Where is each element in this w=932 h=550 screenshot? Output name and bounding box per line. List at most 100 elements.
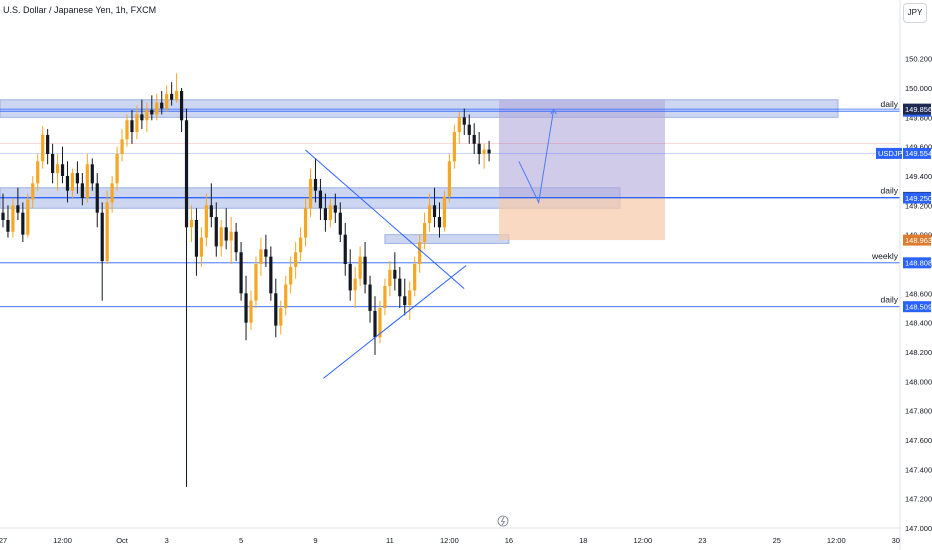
x-tick-label: 5 xyxy=(239,536,243,545)
candle-body xyxy=(373,310,377,338)
candle-body xyxy=(234,231,238,253)
candle-body xyxy=(165,93,169,109)
candle-body xyxy=(204,205,208,238)
candle-body xyxy=(179,90,184,121)
level-label: daily xyxy=(881,99,899,109)
candle-body xyxy=(274,293,278,326)
candle-body xyxy=(11,205,15,232)
candle-body xyxy=(259,249,263,264)
candle-body xyxy=(313,178,318,191)
position-tool[interactable] xyxy=(499,99,665,241)
candle-body xyxy=(442,196,447,228)
candle-body xyxy=(289,266,293,285)
candle-body xyxy=(358,256,362,279)
candle-body xyxy=(31,183,35,200)
level-label: daily xyxy=(881,185,899,195)
y-tick-label: 149.200 xyxy=(905,201,932,210)
candle-body xyxy=(125,120,129,140)
candle-body xyxy=(214,217,218,247)
level-badge: 148.808 xyxy=(905,259,932,268)
symbol-badge: USDJPY xyxy=(878,149,908,158)
candle-body xyxy=(115,154,119,184)
current-price-badge: 149.554 xyxy=(905,149,932,158)
candle-body xyxy=(70,173,75,191)
candle-body xyxy=(348,264,352,291)
candle-body xyxy=(199,237,203,257)
candle-body xyxy=(184,120,189,228)
candle-body xyxy=(353,278,357,291)
candle-body xyxy=(209,205,213,218)
candle-body xyxy=(363,256,367,285)
candle-body xyxy=(418,242,422,264)
candle-body xyxy=(120,139,124,154)
candle-body xyxy=(457,117,461,132)
candle-body xyxy=(413,264,417,291)
x-tick-label: 12:00 xyxy=(440,536,459,545)
x-tick-label: 27 xyxy=(0,536,7,545)
candle-body xyxy=(467,124,471,135)
candle-body xyxy=(175,90,179,100)
candle-body xyxy=(1,212,5,220)
candle-body xyxy=(294,252,298,267)
candle-body xyxy=(447,161,451,197)
level-badge-bg xyxy=(903,301,931,313)
drawings-layer[interactable] xyxy=(305,109,557,379)
x-tick-label: Oct xyxy=(116,536,129,545)
x-tick-label: 12:00 xyxy=(827,536,846,545)
triangle-upper-line xyxy=(305,149,465,290)
y-tick-label: 150.200 xyxy=(905,55,932,64)
candle-body xyxy=(155,102,159,115)
currency-button[interactable]: JPY xyxy=(903,3,927,23)
candle-body xyxy=(254,264,258,301)
projection-arrowhead xyxy=(550,109,557,115)
candle-body xyxy=(477,143,481,154)
candle-body xyxy=(194,220,199,257)
candle-body xyxy=(60,164,65,176)
candle-body xyxy=(21,212,25,235)
candle-body xyxy=(130,120,134,132)
candle-body xyxy=(90,164,94,184)
candle-body xyxy=(338,212,342,235)
candle-body xyxy=(279,308,283,326)
candle-body xyxy=(393,269,397,279)
current-price-badge-bg xyxy=(903,147,931,159)
candle-body xyxy=(145,110,149,121)
triangle-lower-line xyxy=(323,265,467,379)
candle-body xyxy=(398,278,402,297)
candle-body xyxy=(6,220,10,232)
candle-body xyxy=(452,132,456,162)
candle-body xyxy=(110,183,114,203)
candle-body xyxy=(264,249,268,257)
chart-title: U.S. Dollar / Japanese Yen, 1h, FXCM xyxy=(3,5,157,15)
levels-layer: daily daily weekly daily xyxy=(0,99,900,308)
candle-body xyxy=(299,237,303,253)
candle-body xyxy=(423,222,427,242)
x-tick-label: 11 xyxy=(386,536,394,545)
stop-badge-bg xyxy=(903,234,931,246)
candle-body xyxy=(150,110,154,115)
candle-body xyxy=(388,269,392,286)
candle-body xyxy=(51,154,55,174)
symbol-badge-bg xyxy=(876,147,902,159)
x-tick-label: 12:00 xyxy=(53,536,72,545)
candle-body xyxy=(318,190,323,209)
candle-body xyxy=(427,205,432,223)
candle-body xyxy=(26,199,30,235)
level-badge-bg xyxy=(903,192,931,204)
stop-badge: 148.963 xyxy=(905,236,932,245)
candle-body xyxy=(383,286,387,308)
y-tick-label: 150.000 xyxy=(905,84,932,93)
y-tick-label: 148.200 xyxy=(905,348,932,357)
candle-body xyxy=(55,164,60,174)
candle-body xyxy=(403,296,407,306)
candle-body xyxy=(135,114,139,132)
y-tick-label: 147.800 xyxy=(905,407,932,416)
candle-body xyxy=(189,220,194,228)
candle-body xyxy=(249,300,253,323)
y-tick-label: 149.400 xyxy=(905,172,932,181)
candle-body xyxy=(408,290,412,306)
x-tick-label: 18 xyxy=(579,536,587,545)
projection-path xyxy=(518,109,555,205)
